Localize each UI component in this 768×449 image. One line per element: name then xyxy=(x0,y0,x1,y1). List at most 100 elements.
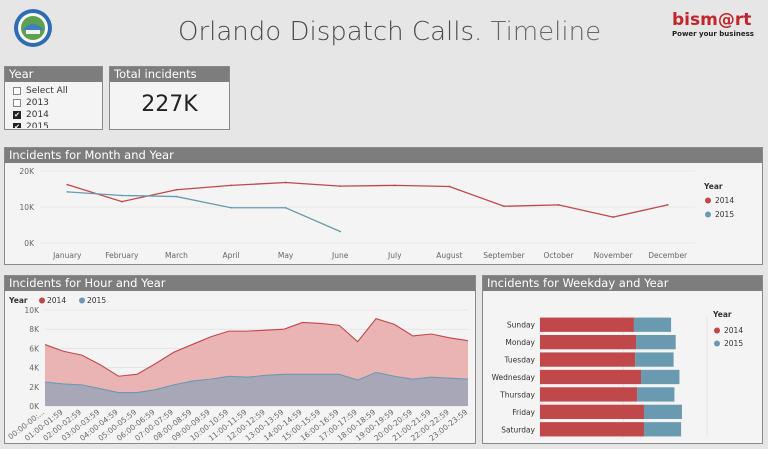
y-category-label: Monday xyxy=(505,338,535,347)
data-point[interactable] xyxy=(230,184,232,187)
bar-segment-2014[interactable] xyxy=(540,334,637,350)
y-category-label: Thursday xyxy=(499,390,535,399)
page-title: Orlando Dispatch Calls. Timeline xyxy=(178,14,601,50)
bar-segment-2015[interactable] xyxy=(637,387,675,402)
data-point[interactable] xyxy=(448,185,451,188)
legend-title: Year xyxy=(703,182,723,191)
x-tick-label: 0K xyxy=(535,442,546,443)
total-incidents-value: 227K xyxy=(141,92,198,117)
checkbox-icon[interactable] xyxy=(13,99,21,107)
x-tick-label: July xyxy=(387,251,402,260)
x-tick-label: August xyxy=(436,251,462,260)
hour-area-chart[interactable]: 0K2K4K6K8K10K00:00-00:...01:00-01:5902:0… xyxy=(5,291,475,443)
bar-segment-2015[interactable] xyxy=(643,422,682,437)
data-point[interactable] xyxy=(339,185,342,188)
bar-segment-2014[interactable] xyxy=(540,422,644,437)
brand-tagline: Power your business xyxy=(672,30,754,38)
checkbox-icon[interactable] xyxy=(13,87,21,95)
month-line-chart[interactable]: 0K 10K 20K January February March April May June… xyxy=(5,163,762,264)
legend-title: Year xyxy=(8,296,28,305)
x-tick-label: March xyxy=(165,251,188,260)
bar-segment-2014[interactable] xyxy=(540,317,634,332)
data-point[interactable] xyxy=(666,203,669,206)
brand-logo: bism@rt Power your business xyxy=(672,10,764,44)
year-slicer-item[interactable]: Select All xyxy=(13,85,102,97)
data-point[interactable] xyxy=(284,181,287,184)
data-point[interactable] xyxy=(120,200,123,203)
legend-label: 2014 xyxy=(47,296,66,305)
legend-label: 2015 xyxy=(724,339,743,348)
year-slicer-item-label: 2015 xyxy=(26,122,49,128)
y-tick-label: 6K xyxy=(29,344,40,353)
hour-chart-panel: Incidents for Hour and Year 0K 2K 4K 6K 8K 10… xyxy=(4,275,476,444)
year-slicer: Year Select All 2013 ✔ 2014 ✔ 2015 xyxy=(4,66,103,130)
bar-segment-2015[interactable] xyxy=(633,317,672,332)
data-point[interactable] xyxy=(230,206,232,209)
page-title-main: Orlando Dispatch Calls. xyxy=(178,17,483,47)
year-slicer-list[interactable]: Select All 2013 ✔ 2014 ✔ 2015 xyxy=(5,82,102,128)
x-tick-label: November xyxy=(594,251,634,260)
data-point[interactable] xyxy=(120,194,123,197)
month-chart-title: Incidents for Month and Year xyxy=(5,148,762,163)
bar-segment-2014[interactable] xyxy=(540,369,642,385)
year-slicer-item[interactable]: ✔ 2014 xyxy=(13,109,102,121)
y-category-label: Wednesday xyxy=(492,373,536,382)
series-line-2015[interactable] xyxy=(44,371,469,394)
data-point[interactable] xyxy=(284,206,287,209)
series-line-2015[interactable] xyxy=(67,191,341,233)
year-slicer-item-label: 2014 xyxy=(26,110,49,120)
bar-segment-2014[interactable] xyxy=(540,352,636,367)
weekday-bar-chart[interactable]: 0K 20K 40K Sunday Monday Tuesday Wednesday Thur… xyxy=(483,291,762,443)
data-point[interactable] xyxy=(393,184,396,187)
legend-marker-2015 xyxy=(79,297,85,304)
brand-name: bism@rt xyxy=(672,10,752,30)
legend-marker-2014 xyxy=(39,297,45,304)
bar-segment-2015[interactable] xyxy=(635,352,674,367)
data-point[interactable] xyxy=(339,230,342,233)
year-slicer-item-label: Select All xyxy=(26,86,68,96)
legend-label: 2014 xyxy=(724,326,743,335)
y-tick-label: 8K xyxy=(29,325,40,334)
y-category-label: Friday xyxy=(512,408,535,417)
x-tick-label: September xyxy=(483,251,525,260)
weekday-chart-panel: Incidents for Weekday and Year 0K 20K 40K S… xyxy=(482,275,763,444)
y-category-label: Sunday xyxy=(507,321,536,330)
data-point[interactable] xyxy=(175,188,178,191)
data-point[interactable] xyxy=(175,195,178,198)
legend-marker-2014 xyxy=(714,327,720,334)
data-point[interactable] xyxy=(557,203,560,206)
data-point[interactable] xyxy=(503,205,505,208)
month-chart-panel: Incidents for Month and Year 0K 10K 20K Jan… xyxy=(4,147,763,265)
x-tick-label: February xyxy=(105,251,139,260)
year-slicer-item[interactable]: 2013 xyxy=(13,97,102,109)
checkbox-icon[interactable]: ✔ xyxy=(13,111,21,119)
y-tick-label: 4K xyxy=(29,364,40,373)
series-area-2015[interactable] xyxy=(45,372,468,406)
data-point[interactable] xyxy=(612,216,615,218)
year-slicer-title: Year xyxy=(5,67,102,82)
series-line-2014[interactable] xyxy=(67,181,668,218)
bar-segment-2015[interactable] xyxy=(636,334,676,350)
year-slicer-item[interactable]: ✔ 2015 xyxy=(13,121,102,128)
bar-segment-2014[interactable] xyxy=(540,387,638,402)
x-tick-label: October xyxy=(544,251,575,260)
legend-marker-2015 xyxy=(705,211,711,218)
weekday-chart-title: Incidents for Weekday and Year xyxy=(483,276,762,291)
data-point[interactable] xyxy=(66,183,69,186)
bar-segment-2014[interactable] xyxy=(540,404,644,420)
checkbox-icon[interactable]: ✔ xyxy=(13,123,21,128)
y-tick-label: 20K xyxy=(20,167,36,176)
total-incidents-card: Total incidents 227K xyxy=(109,66,230,130)
x-tick-label: 20K xyxy=(616,442,632,443)
y-category-label: Tuesday xyxy=(503,356,535,365)
legend-label: 2014 xyxy=(715,196,734,205)
bar-segment-2015[interactable] xyxy=(641,369,680,385)
legend-title: Year xyxy=(712,310,732,319)
page-title-sub: Timeline xyxy=(490,17,602,47)
city-seal-logo xyxy=(4,8,62,48)
series-line-2014[interactable] xyxy=(44,318,469,377)
total-incidents-title: Total incidents xyxy=(110,67,229,82)
data-point[interactable] xyxy=(66,190,69,193)
bar-segment-2015[interactable] xyxy=(643,404,682,420)
x-tick-label: June xyxy=(331,251,349,260)
